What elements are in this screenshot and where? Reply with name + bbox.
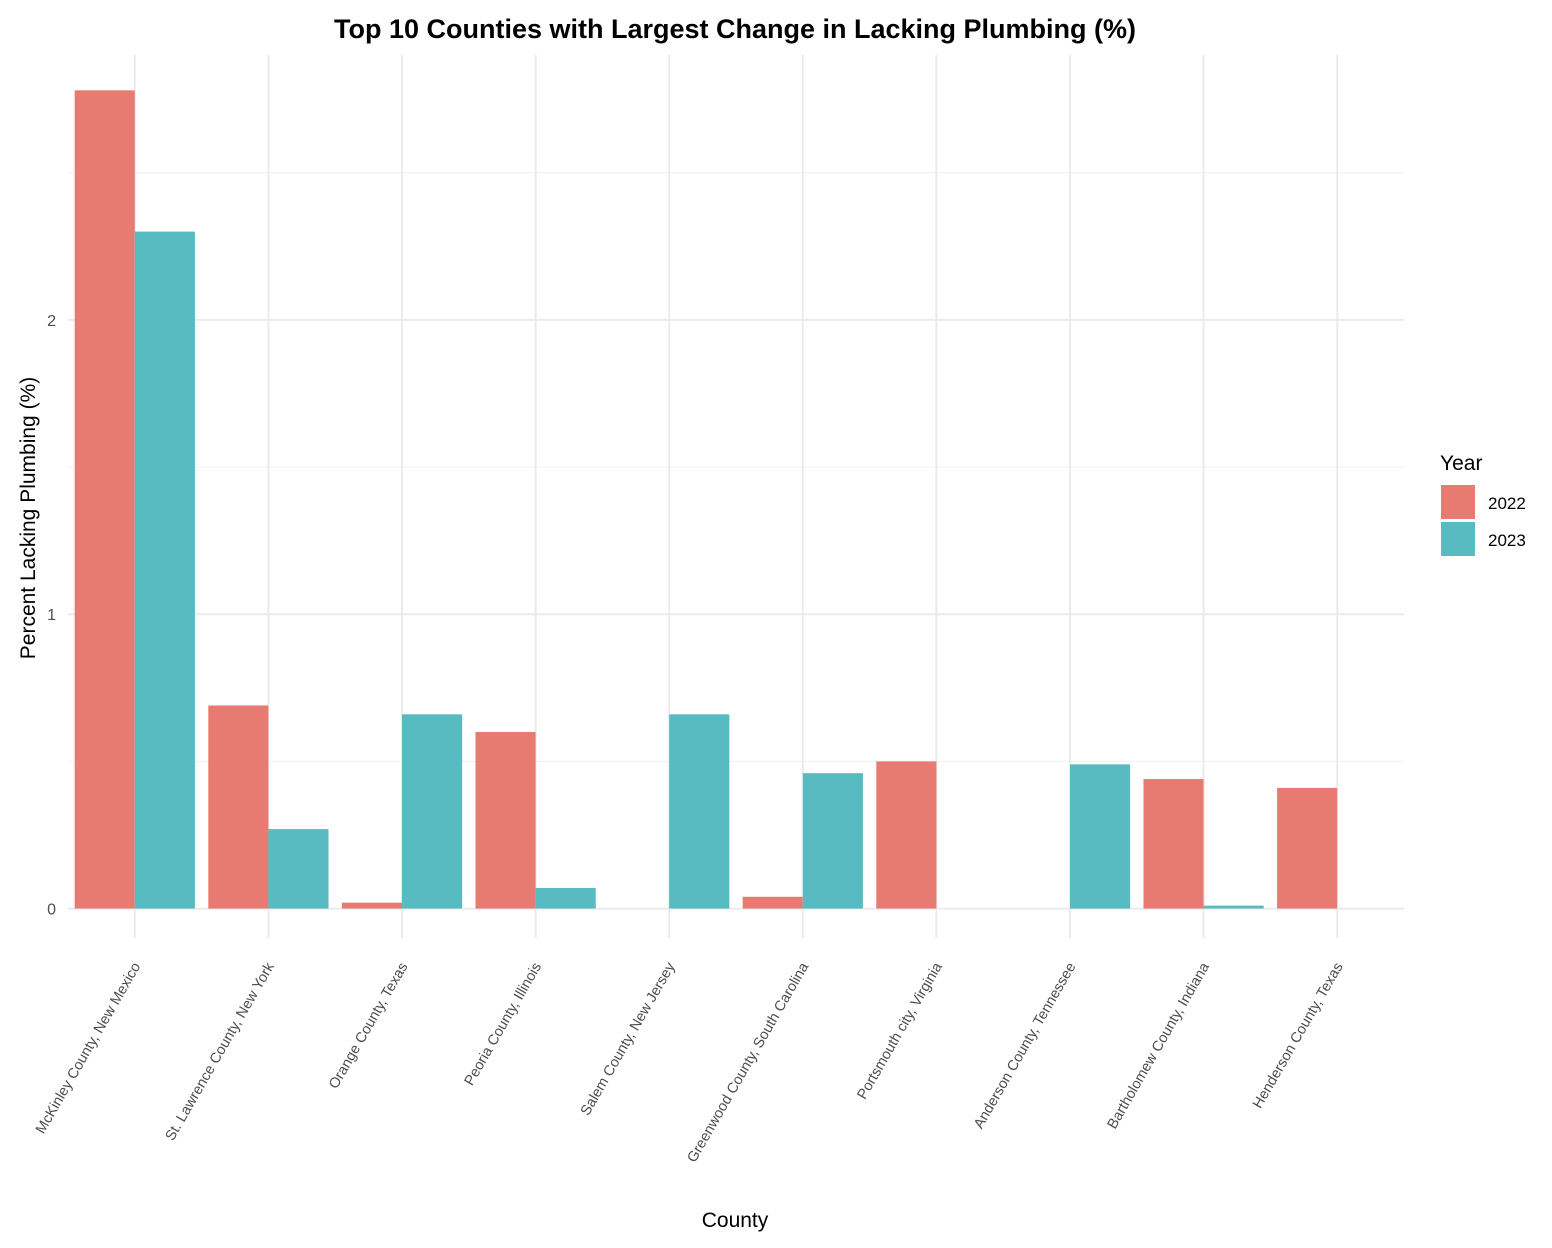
bar: [1070, 764, 1131, 909]
bar: [742, 896, 803, 909]
bar: [802, 773, 863, 909]
x-tick-label: Portsmouth city, Virginia: [855, 959, 947, 1102]
x-tick-label: Bartholomew County, Indiana: [1105, 959, 1214, 1132]
bar: [475, 731, 536, 909]
x-tick-label: St. Lawrence County, New York: [163, 959, 279, 1143]
y-tick-label: 0: [47, 902, 56, 919]
bar: [208, 705, 269, 909]
bars: [74, 90, 1338, 909]
x-tick-label: Anderson County, Tennessee: [971, 960, 1079, 1132]
legend: Year 2022 2023: [1440, 452, 1526, 556]
bar: [1143, 779, 1204, 909]
bar: [535, 887, 596, 909]
legend-swatch-2023: [1441, 522, 1475, 556]
y-tick-label: 2: [47, 313, 56, 330]
y-axis-ticks: 0 1 2: [47, 313, 56, 919]
bar: [341, 902, 402, 909]
x-tick-label: Orange County, Texas: [326, 960, 411, 1092]
x-tick-label: McKinley County, New Mexico: [33, 960, 144, 1137]
bar: [134, 231, 195, 909]
bar: [402, 714, 463, 909]
y-tick-label: 1: [47, 607, 56, 624]
x-tick-label: Salem County, New Jersey: [578, 959, 679, 1118]
chart-title: Top 10 Counties with Largest Change in L…: [334, 14, 1136, 44]
legend-label-2022: 2022: [1488, 494, 1526, 513]
x-axis-ticks: McKinley County, New Mexico St. Lawrence …: [33, 959, 1347, 1165]
x-tick-label: Henderson County, Texas: [1250, 960, 1347, 1111]
bar: [669, 714, 730, 909]
x-tick-label: Greenwood County, South Carolina: [684, 959, 812, 1165]
x-tick-label: Peoria County, Illinois: [462, 960, 545, 1089]
bar: [876, 761, 937, 909]
bar: [1277, 787, 1338, 909]
y-axis-title: Percent Lacking Plumbing (%): [17, 377, 40, 659]
bar: [268, 829, 329, 909]
legend-title: Year: [1440, 452, 1482, 475]
legend-label-2023: 2023: [1488, 531, 1526, 550]
x-axis-title: County: [702, 1209, 769, 1232]
bar: [1203, 905, 1264, 909]
legend-swatch-2022: [1441, 485, 1475, 519]
bar: [74, 90, 135, 909]
